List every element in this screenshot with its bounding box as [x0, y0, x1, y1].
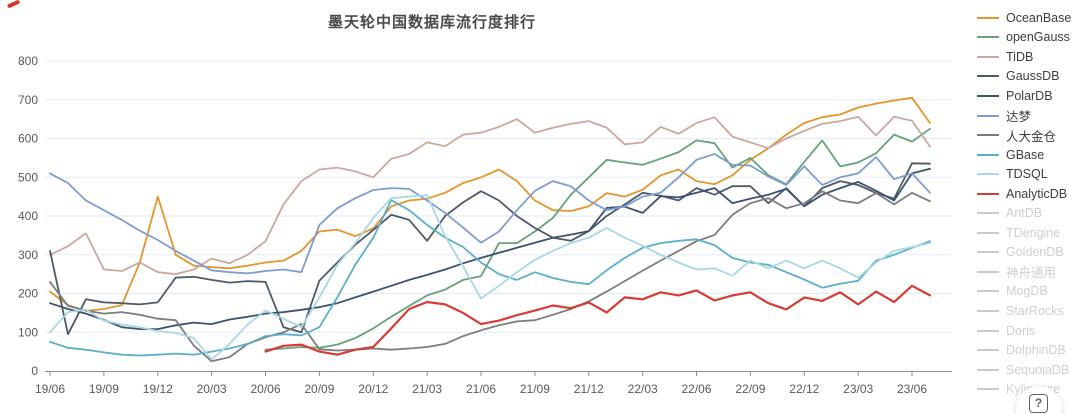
- legend-label: openGauss: [1006, 30, 1070, 45]
- legend-item-GaussDB[interactable]: GaussDB: [977, 67, 1080, 87]
- y-tick-label: 400: [18, 209, 38, 223]
- x-tick-label: 20/06: [250, 382, 280, 396]
- legend-label: TDengine: [1006, 225, 1061, 240]
- legend-item-DolphinDB[interactable]: DolphinDB: [977, 340, 1080, 360]
- legend-swatch: [977, 270, 999, 273]
- x-tick-label: 20/12: [358, 382, 388, 396]
- x-tick-label: 22/09: [735, 382, 765, 396]
- x-tick-label: 20/03: [197, 382, 227, 396]
- legend-label: 神舟通用: [1006, 266, 1057, 281]
- x-tick-label: 23/06: [897, 382, 927, 396]
- legend-label: SequoiaDB: [1006, 362, 1070, 377]
- legend-swatch: [977, 212, 999, 215]
- chart-title: 墨天轮中国数据库流行度排行: [327, 14, 536, 31]
- legend-label: DolphinDB: [1006, 343, 1066, 358]
- series-line-TiDB[interactable]: [49, 115, 931, 275]
- legend-label: TiDB: [1006, 49, 1034, 64]
- legend: OceanBase openGauss TiDB GaussDB PolarDB 达梦人大…: [977, 8, 1080, 399]
- y-tick-label: 100: [18, 325, 38, 339]
- y-tick-label: 300: [18, 248, 38, 262]
- legend-label: AntDB: [1006, 206, 1043, 221]
- legend-swatch: [977, 55, 999, 58]
- legend-swatch: [977, 16, 999, 19]
- series-line-openGauss[interactable]: [264, 127, 931, 351]
- x-tick-label: 23/03: [843, 382, 873, 396]
- legend-swatch: [977, 192, 999, 195]
- legend-item-GoldenDB[interactable]: GoldenDB: [977, 243, 1080, 263]
- series-line-PolarDB[interactable]: [49, 167, 931, 330]
- x-tick-label: 21/06: [466, 382, 496, 396]
- legend-swatch: [977, 349, 999, 352]
- legend-item-AntDB[interactable]: AntDB: [977, 203, 1080, 223]
- y-tick-label: 700: [18, 93, 38, 107]
- legend-label: AnalyticDB: [1006, 186, 1068, 201]
- legend-label: GoldenDB: [1006, 245, 1064, 260]
- legend-label: Doris: [1006, 323, 1036, 338]
- legend-swatch: [977, 94, 999, 97]
- y-tick-label: 600: [18, 132, 38, 146]
- legend-item-StarRocks[interactable]: StarRocks: [977, 301, 1080, 321]
- x-tick-label: 21/09: [520, 382, 550, 396]
- x-tick-label: 19/06: [35, 382, 65, 396]
- series-line-OceanBase[interactable]: [49, 96, 931, 312]
- legend-item-SequoiaDB[interactable]: SequoiaDB: [977, 360, 1080, 380]
- series-line-人大金仓[interactable]: [49, 190, 931, 363]
- x-tick-label: 22/03: [628, 382, 658, 396]
- legend-swatch: [977, 231, 999, 234]
- x-tick-label: 22/12: [789, 382, 819, 396]
- legend-item-达梦[interactable]: 达梦: [977, 106, 1080, 126]
- legend-item-openGauss[interactable]: openGauss: [977, 28, 1080, 48]
- legend-item-神舟通用[interactable]: 神舟通用: [977, 262, 1080, 282]
- series-line-GBase[interactable]: [49, 199, 931, 357]
- legend-label: MogDB: [1006, 284, 1048, 299]
- legend-label: GBase: [1006, 147, 1045, 162]
- legend-label: TDSQL: [1006, 167, 1048, 182]
- legend-swatch: [977, 368, 999, 371]
- legend-label: OceanBase: [1006, 10, 1072, 25]
- legend-swatch: [977, 153, 999, 156]
- legend-swatch: [977, 290, 999, 293]
- legend-swatch: [977, 309, 999, 312]
- legend-swatch: [977, 329, 999, 332]
- legend-item-AnalyticDB[interactable]: AnalyticDB: [977, 184, 1080, 204]
- legend-item-Doris[interactable]: Doris: [977, 321, 1080, 341]
- series-line-TDSQL[interactable]: [49, 194, 931, 361]
- x-tick-label: 21/03: [412, 382, 442, 396]
- x-tick-label: 19/12: [143, 382, 173, 396]
- legend-item-TiDB[interactable]: TiDB: [977, 47, 1080, 67]
- legend-swatch: [977, 134, 999, 137]
- legend-item-PolarDB[interactable]: PolarDB: [977, 86, 1080, 106]
- legend-swatch: [977, 114, 999, 117]
- legend-item-TDSQL[interactable]: TDSQL: [977, 164, 1080, 184]
- legend-label: PolarDB: [1006, 88, 1053, 103]
- x-tick-label: 20/09: [304, 382, 334, 396]
- legend-swatch: [977, 388, 999, 391]
- legend-label: StarRocks: [1006, 303, 1064, 318]
- y-tick-label: 500: [18, 170, 38, 184]
- series-line-GaussDB[interactable]: [49, 162, 931, 336]
- help-icon: ?: [1029, 394, 1048, 413]
- x-tick-label: 22/06: [681, 382, 711, 396]
- legend-label: 达梦: [1006, 110, 1032, 124]
- x-tick-label: 21/12: [574, 382, 604, 396]
- legend-item-MogDB[interactable]: MogDB: [977, 282, 1080, 302]
- y-tick-label: 800: [18, 54, 38, 68]
- legend-swatch: [977, 251, 999, 254]
- x-tick-label: 19/09: [89, 382, 119, 396]
- legend-swatch: [977, 75, 999, 78]
- legend-item-GBase[interactable]: GBase: [977, 145, 1080, 165]
- legend-label: 人大金仓: [1006, 129, 1057, 144]
- series-line-AnalyticDB[interactable]: [264, 284, 932, 356]
- legend-label: GaussDB: [1006, 69, 1060, 84]
- legend-swatch: [977, 36, 999, 39]
- legend-item-人大金仓[interactable]: 人大金仓: [977, 125, 1080, 145]
- y-tick-label: 0: [31, 364, 38, 378]
- legend-item-OceanBase[interactable]: OceanBase: [977, 8, 1080, 28]
- legend-item-TDengine[interactable]: TDengine: [977, 223, 1080, 243]
- series-line-达梦[interactable]: [49, 153, 931, 275]
- y-tick-label: 200: [18, 287, 38, 301]
- legend-swatch: [977, 173, 999, 176]
